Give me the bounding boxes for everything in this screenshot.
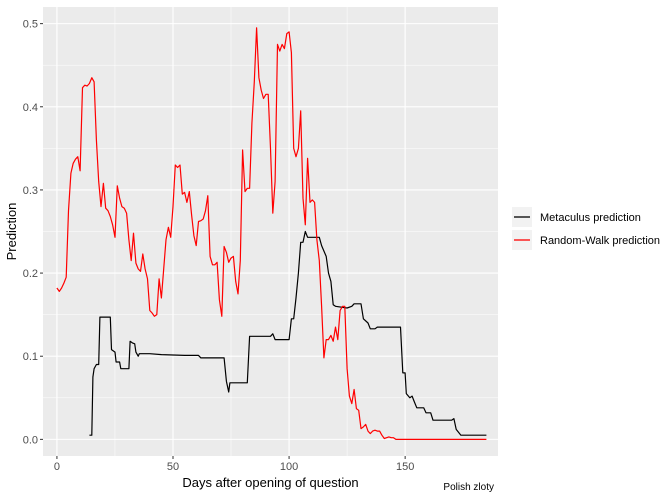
legend-label: Metaculus prediction — [540, 212, 641, 224]
x-tick-label: 100 — [280, 461, 298, 473]
y-tick-label: 0.3 — [23, 185, 38, 197]
y-axis-title: Prediction — [4, 203, 19, 261]
series-line — [56, 27, 487, 440]
x-tick-label: 150 — [396, 461, 414, 473]
series-layer — [56, 27, 487, 440]
x-tick-label: 50 — [167, 461, 179, 473]
series-line — [89, 230, 487, 436]
chart-caption: Polish zloty — [443, 482, 494, 493]
y-tick-label: 0.5 — [23, 19, 38, 31]
grid-lines — [43, 7, 498, 456]
legend-label: Random-Walk prediction — [540, 235, 660, 247]
y-tick-label: 0.1 — [23, 351, 38, 363]
axes: 0 50 100 150 0.0 0.1 0.2 0.3 0.4 0.5 — [23, 19, 415, 473]
legend: Metaculus prediction Random-Walk predicti… — [512, 207, 660, 250]
y-tick-label: 0.0 — [23, 434, 38, 446]
y-tick-label: 0.2 — [23, 268, 38, 280]
x-tick-label: 0 — [54, 461, 60, 473]
y-tick-label: 0.4 — [23, 102, 38, 114]
x-axis-title: Days after opening of question — [182, 475, 358, 490]
